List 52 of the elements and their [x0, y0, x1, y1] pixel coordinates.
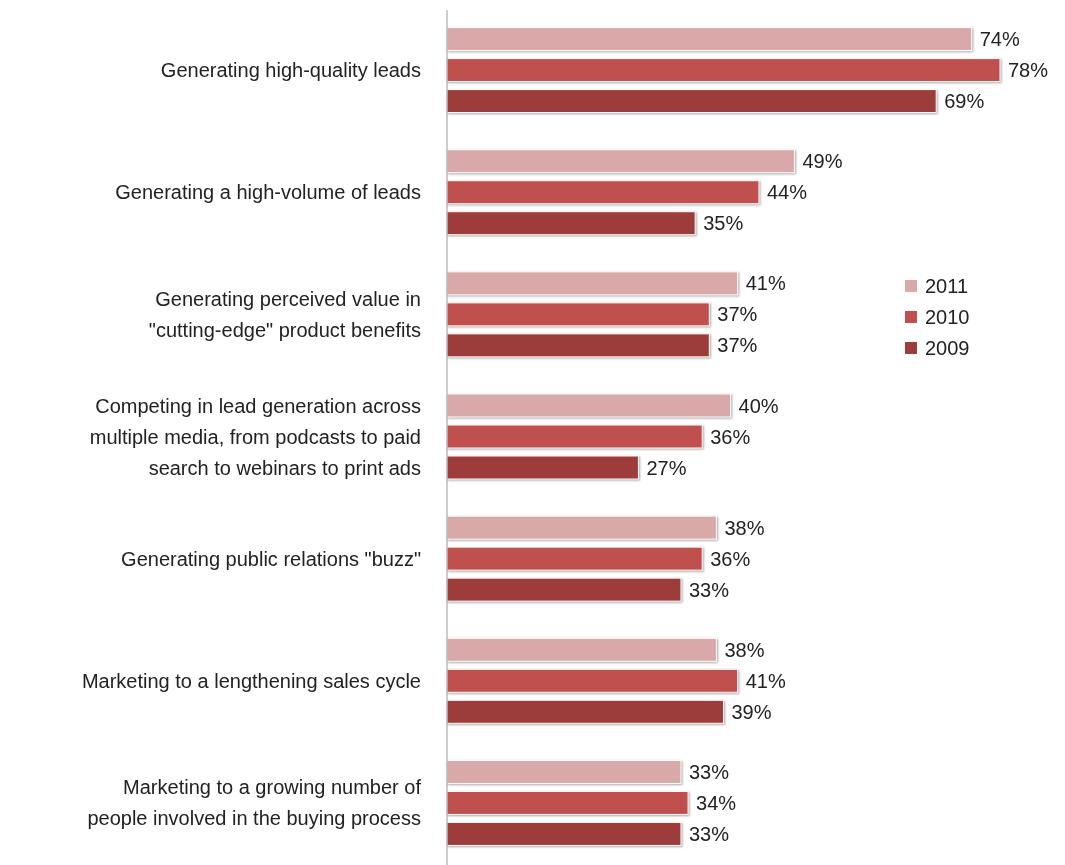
data-label: 37% — [717, 334, 758, 357]
data-label: 38% — [724, 516, 765, 539]
data-label: 27% — [646, 456, 687, 479]
bar — [446, 58, 1001, 83]
data-label: 37% — [717, 303, 758, 326]
bar — [446, 790, 689, 815]
y-tick-label: Generating perceived value in "cutting-edge" product benefits — [148, 287, 421, 341]
bar — [446, 668, 739, 693]
bar — [446, 27, 973, 52]
bar — [446, 821, 682, 846]
y-tick-label: Competing in lead generation across multiple media, from podcasts to paid search to webinars to print ads — [89, 394, 421, 479]
data-label: 69% — [944, 90, 985, 113]
y-tick-label: Generating high-quality leads — [160, 59, 421, 82]
bar — [446, 424, 703, 449]
y-tick-label: Marketing to a lengthening sales cycle — [81, 669, 421, 692]
bar — [446, 180, 760, 205]
data-label: 33% — [688, 822, 730, 845]
data-label: 41% — [745, 272, 786, 295]
legend-label: 2011 — [925, 275, 969, 297]
bar — [446, 149, 795, 174]
data-label: 78% — [1008, 59, 1049, 82]
data-label: 33% — [688, 578, 730, 601]
data-label: 44% — [766, 181, 808, 204]
data-label: 38% — [724, 638, 765, 661]
data-label: 74% — [979, 28, 1020, 51]
data-label: 36% — [710, 425, 751, 448]
bar — [446, 546, 703, 571]
data-label: 33% — [688, 760, 730, 783]
data-label: 40% — [738, 394, 779, 417]
legend-label: 2009 — [925, 337, 970, 359]
bar — [446, 89, 937, 114]
bar — [446, 211, 696, 236]
data-label: 35% — [703, 212, 744, 235]
y-tick-label: Generating public relations "buzz" — [121, 547, 421, 570]
bar — [446, 699, 724, 724]
bar — [446, 455, 639, 480]
data-label: 39% — [731, 700, 772, 723]
bar — [446, 637, 717, 662]
bar — [446, 759, 682, 784]
bar — [446, 515, 717, 540]
y-tick-label: Generating a high-volume of leads — [115, 181, 421, 204]
legend-label: 2010 — [925, 306, 970, 328]
data-label: 34% — [696, 791, 737, 814]
bar — [446, 302, 710, 327]
bar — [446, 577, 682, 602]
data-label: 49% — [802, 150, 843, 173]
data-label: 41% — [745, 669, 786, 692]
bar — [446, 271, 739, 296]
bar — [446, 333, 710, 358]
bar — [446, 393, 732, 418]
y-tick-label: Marketing to a growing number of people involved in the buying process — [87, 776, 422, 830]
data-label: 36% — [710, 547, 751, 570]
